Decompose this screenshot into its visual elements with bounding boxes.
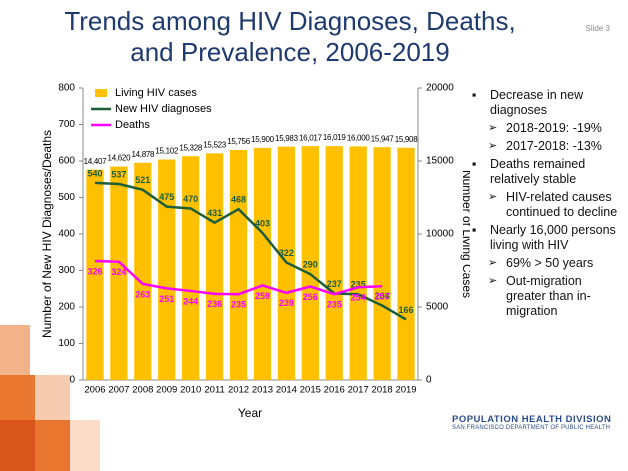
bar bbox=[326, 146, 343, 380]
bar bbox=[350, 146, 367, 380]
data-label: 326 bbox=[87, 266, 102, 276]
bar bbox=[230, 150, 247, 380]
slide-number: Slide 3 bbox=[586, 24, 610, 33]
logo-title: POPULATION HEALTH DIVISION bbox=[452, 414, 611, 425]
x-tick-label: 2012 bbox=[228, 385, 249, 396]
data-label: 475 bbox=[159, 192, 174, 202]
x-tick-label: 2013 bbox=[252, 385, 273, 396]
data-label: 470 bbox=[183, 194, 198, 204]
y2-tick-label: 15000 bbox=[426, 156, 454, 167]
slide: Trends among HIV Diagnoses, Deaths, and … bbox=[0, 0, 628, 471]
data-label: 540 bbox=[87, 168, 102, 178]
x-axis-label: Year bbox=[238, 406, 262, 420]
bullet: Nearly 16,000 persons living with HIV bbox=[472, 223, 622, 253]
bar-label: 15,102 bbox=[155, 147, 179, 156]
bar bbox=[373, 147, 390, 380]
sub-bullet: 69% > 50 years bbox=[472, 256, 622, 271]
bar-label: 15,900 bbox=[251, 135, 275, 144]
y-tick-label: 400 bbox=[58, 229, 75, 240]
data-label: 256 bbox=[303, 292, 318, 302]
bar-label: 16,019 bbox=[323, 133, 347, 142]
y2-tick-label: 0 bbox=[426, 375, 432, 386]
y-tick-label: 600 bbox=[58, 156, 75, 167]
bar-label: 16,017 bbox=[299, 133, 323, 142]
data-label: 403 bbox=[255, 218, 270, 228]
y-tick-label: 700 bbox=[58, 119, 75, 130]
bullet: Decrease in new diagnoses bbox=[472, 88, 622, 118]
bar-label: 15,756 bbox=[227, 137, 251, 146]
bullet: Deaths remained relatively stable bbox=[472, 157, 622, 187]
data-label: 324 bbox=[111, 267, 126, 277]
sub-bullet: HIV-related causes continued to decline bbox=[472, 190, 622, 220]
y-tick-label: 500 bbox=[58, 192, 75, 203]
bar-label: 14,407 bbox=[84, 157, 108, 166]
data-label: 239 bbox=[279, 298, 294, 308]
y2-tick-label: 20000 bbox=[426, 83, 454, 94]
data-label: 244 bbox=[183, 296, 198, 306]
bar bbox=[397, 148, 414, 380]
bar bbox=[254, 148, 271, 380]
y-tick-label: 200 bbox=[58, 302, 75, 313]
data-label: 235 bbox=[327, 300, 342, 310]
x-tick-label: 2008 bbox=[132, 385, 153, 396]
legend-label: New HIV diagnoses bbox=[115, 103, 212, 115]
x-tick-label: 2011 bbox=[204, 385, 224, 396]
sub-bullet: 2018-2019: -19% bbox=[472, 121, 622, 136]
x-tick-label: 2006 bbox=[84, 385, 105, 396]
sub-bullet: 2017-2018: -13% bbox=[472, 139, 622, 154]
x-tick-label: 2007 bbox=[108, 385, 129, 396]
legend-label: Living HIV cases bbox=[115, 87, 197, 99]
data-label: 235 bbox=[231, 300, 246, 310]
data-label: 257 bbox=[375, 292, 390, 302]
decoration bbox=[0, 325, 100, 471]
x-tick-label: 2014 bbox=[276, 385, 297, 396]
legend-label: Deaths bbox=[115, 119, 150, 131]
bar-label: 15,983 bbox=[275, 134, 299, 143]
data-label: 290 bbox=[303, 260, 318, 270]
data-label: 237 bbox=[327, 279, 342, 289]
legend-swatch bbox=[95, 89, 107, 97]
data-label: 166 bbox=[399, 305, 414, 315]
y-tick-label: 0 bbox=[69, 375, 75, 386]
bar bbox=[206, 153, 223, 380]
notes: Decrease in new diagnoses 2018-2019: -19%… bbox=[472, 88, 622, 322]
y2-tick-label: 5000 bbox=[426, 302, 449, 313]
bar-label: 14,620 bbox=[108, 154, 132, 163]
bar-label: 15,908 bbox=[395, 135, 419, 144]
data-label: 537 bbox=[111, 169, 126, 179]
logo: POPULATION HEALTH DIVISION SAN FRANCISCO… bbox=[452, 414, 611, 431]
bar-label: 15,523 bbox=[203, 140, 227, 149]
data-label: 468 bbox=[231, 195, 246, 205]
x-tick-label: 2010 bbox=[180, 385, 201, 396]
bar-label: 14,878 bbox=[131, 150, 155, 159]
x-tick-label: 2009 bbox=[156, 385, 177, 396]
x-tick-label: 2015 bbox=[300, 385, 321, 396]
y-tick-label: 100 bbox=[58, 338, 75, 349]
data-label: 259 bbox=[255, 291, 270, 301]
data-label: 521 bbox=[135, 175, 150, 185]
y-tick-label: 300 bbox=[58, 265, 75, 276]
y-tick-label: 800 bbox=[58, 83, 75, 94]
sub-bullet: Out-migration greater than in-migration bbox=[472, 274, 622, 319]
x-tick-label: 2016 bbox=[324, 385, 345, 396]
data-label: 254 bbox=[351, 293, 366, 303]
chart: Number of New HIV Diagnoses/Deaths Numbe… bbox=[0, 0, 470, 471]
x-tick-label: 2019 bbox=[395, 385, 416, 396]
y2-tick-label: 10000 bbox=[426, 229, 454, 240]
data-label: 251 bbox=[159, 294, 174, 304]
y-axis-label: Number of New HIV Diagnoses/Deaths bbox=[40, 130, 54, 338]
bar bbox=[182, 156, 199, 380]
data-label: 322 bbox=[279, 248, 294, 258]
bar-label: 15,947 bbox=[371, 134, 395, 143]
data-label: 236 bbox=[207, 299, 222, 309]
logo-subtitle: SAN FRANCISCO DEPARTMENT OF PUBLIC HEALT… bbox=[452, 425, 611, 431]
data-label: 431 bbox=[207, 208, 222, 218]
y2-axis-label: Number of Living Cases bbox=[460, 170, 470, 298]
x-tick-label: 2017 bbox=[348, 385, 369, 396]
bar-label: 15,328 bbox=[179, 143, 203, 152]
data-label: 263 bbox=[135, 289, 150, 299]
bar-label: 16,000 bbox=[347, 134, 371, 143]
x-tick-label: 2018 bbox=[372, 385, 393, 396]
